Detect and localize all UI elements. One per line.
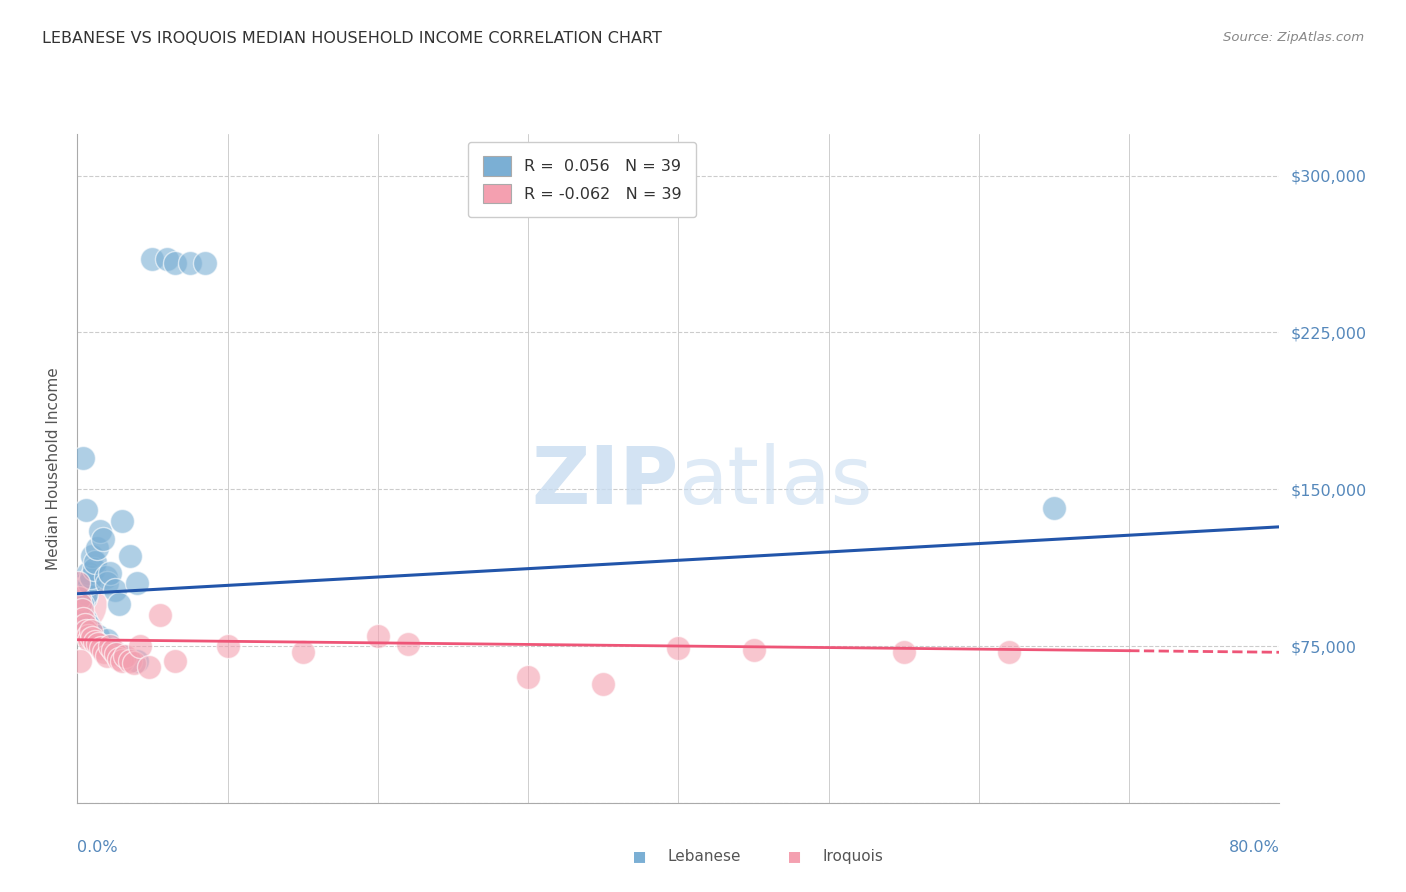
Point xyxy=(76,618,98,632)
Point xyxy=(111,649,134,664)
Point xyxy=(83,562,105,576)
Point xyxy=(111,514,134,528)
Text: 80.0%: 80.0% xyxy=(1229,839,1279,855)
Point xyxy=(998,645,1021,659)
Point xyxy=(90,641,112,656)
Point xyxy=(104,645,127,659)
Point xyxy=(179,256,201,270)
Text: Source: ZipAtlas.com: Source: ZipAtlas.com xyxy=(1223,31,1364,45)
Point xyxy=(103,643,125,657)
Y-axis label: Median Household Income: Median Household Income xyxy=(45,367,60,570)
Point xyxy=(76,566,98,580)
Point xyxy=(70,603,93,617)
Point xyxy=(93,645,115,659)
Point xyxy=(94,570,117,584)
Point xyxy=(592,676,614,690)
Point xyxy=(84,555,107,569)
Point xyxy=(138,660,160,674)
Point xyxy=(67,591,90,605)
Point xyxy=(105,648,128,662)
Point xyxy=(118,654,141,668)
Text: LEBANESE VS IROQUOIS MEDIAN HOUSEHOLD INCOME CORRELATION CHART: LEBANESE VS IROQUOIS MEDIAN HOUSEHOLD IN… xyxy=(42,31,662,46)
Point xyxy=(86,541,108,555)
Point xyxy=(87,628,110,642)
Point xyxy=(66,597,89,611)
Point xyxy=(69,587,91,601)
Point xyxy=(72,578,94,592)
Point xyxy=(141,252,163,267)
Point xyxy=(82,624,104,639)
Point xyxy=(67,576,90,591)
Point xyxy=(73,618,96,632)
Point xyxy=(80,624,103,639)
Point xyxy=(91,533,114,547)
Point xyxy=(517,670,540,684)
Text: 0.0%: 0.0% xyxy=(77,839,118,855)
Text: Iroquois: Iroquois xyxy=(823,849,883,863)
Text: ▪: ▪ xyxy=(787,847,801,866)
Point xyxy=(100,566,122,580)
Point xyxy=(69,597,91,611)
Point xyxy=(118,549,141,563)
Point xyxy=(129,639,152,653)
Point xyxy=(194,256,217,270)
Point xyxy=(72,612,94,626)
Point xyxy=(96,649,118,664)
Point xyxy=(87,637,110,651)
Point xyxy=(291,645,314,659)
Point xyxy=(75,503,97,517)
Point xyxy=(76,628,98,642)
Point xyxy=(127,576,149,591)
Point xyxy=(124,656,146,670)
Point xyxy=(72,450,94,465)
Point xyxy=(84,635,107,649)
Point xyxy=(127,654,149,668)
Point xyxy=(73,591,96,605)
Point xyxy=(73,612,96,626)
Point xyxy=(156,252,179,267)
Point xyxy=(1043,501,1066,516)
Point xyxy=(82,549,104,563)
Point xyxy=(82,631,104,645)
Point xyxy=(75,587,97,601)
Point xyxy=(396,637,419,651)
Point xyxy=(149,607,172,622)
Point xyxy=(75,624,97,639)
Text: Lebanese: Lebanese xyxy=(668,849,741,863)
Point xyxy=(104,582,127,597)
Point xyxy=(111,654,134,668)
Point xyxy=(163,654,186,668)
Point xyxy=(668,641,690,656)
Text: ▪: ▪ xyxy=(633,847,647,866)
Point xyxy=(108,651,131,665)
Point xyxy=(70,582,93,597)
Point xyxy=(893,645,915,659)
Point xyxy=(742,643,765,657)
Point xyxy=(108,597,131,611)
Point xyxy=(79,632,101,647)
Point xyxy=(367,628,389,642)
Point xyxy=(100,639,122,653)
Point xyxy=(70,597,93,611)
Point xyxy=(217,639,239,653)
Text: atlas: atlas xyxy=(679,442,873,521)
Point xyxy=(163,256,186,270)
Legend: R =  0.056   N = 39, R = -0.062   N = 39: R = 0.056 N = 39, R = -0.062 N = 39 xyxy=(468,142,696,218)
Point xyxy=(89,524,111,538)
Point xyxy=(96,632,118,647)
Text: ZIP: ZIP xyxy=(531,442,679,521)
Point xyxy=(79,576,101,591)
Point xyxy=(69,654,91,668)
Point xyxy=(114,649,136,664)
Point xyxy=(80,570,103,584)
Point xyxy=(96,576,118,591)
